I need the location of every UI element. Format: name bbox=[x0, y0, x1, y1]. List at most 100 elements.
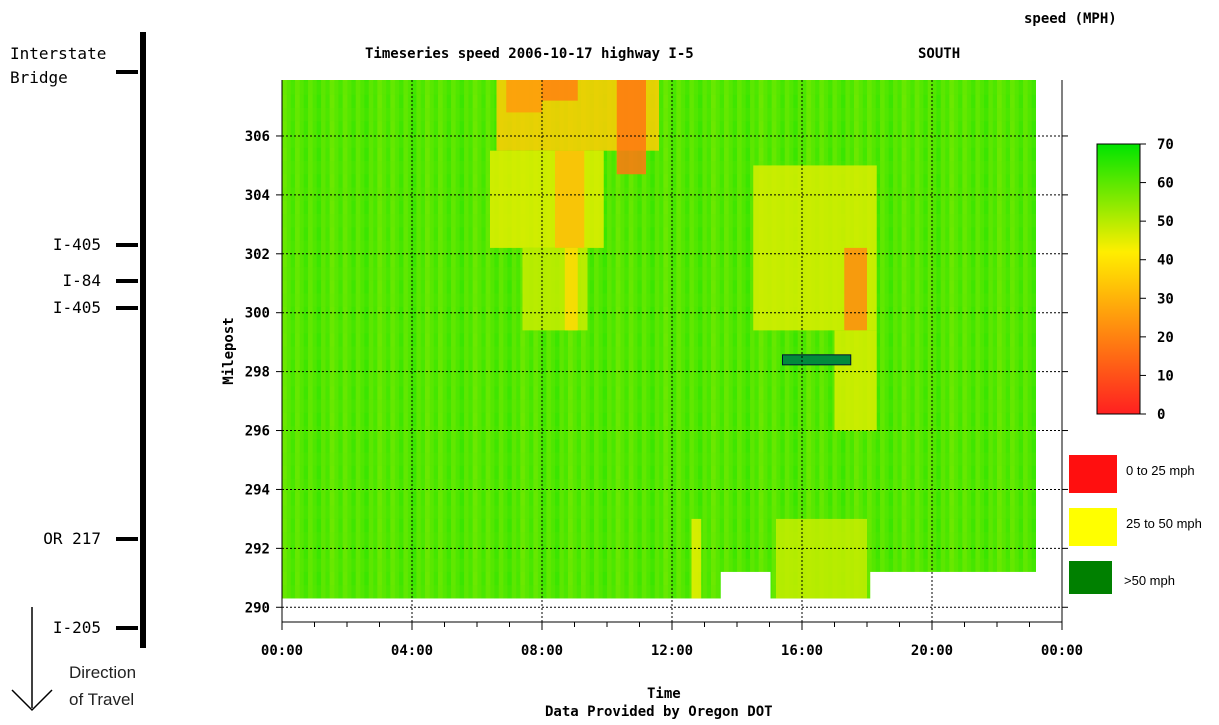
highway-marker-label: Bridge bbox=[10, 68, 68, 87]
heatmap-stripe bbox=[949, 80, 955, 599]
heatmap-stripe bbox=[1014, 80, 1020, 599]
heatmap-stripe bbox=[581, 80, 586, 599]
highway-marker-label: I-84 bbox=[62, 271, 101, 290]
heatmap-stripe bbox=[667, 80, 673, 599]
heatmap-stripe bbox=[641, 80, 647, 599]
heatmap-stripe bbox=[819, 80, 825, 599]
heatmap-stripe bbox=[615, 80, 621, 599]
colorbar-title: speed (MPH) bbox=[1024, 11, 1117, 27]
heatmap-stripe bbox=[485, 80, 491, 599]
heatmap-stripe bbox=[663, 80, 669, 599]
y-tick-label: 296 bbox=[245, 424, 270, 440]
heatmap-stripe bbox=[533, 80, 539, 599]
heatmap-stripe bbox=[364, 80, 370, 599]
heatmap-stripe bbox=[971, 80, 976, 599]
legend-label: >50 mph bbox=[1124, 573, 1175, 588]
heatmap-stripe bbox=[1010, 80, 1015, 599]
heatmap-stripe bbox=[511, 80, 517, 599]
heatmap-stripe bbox=[416, 80, 422, 599]
heatmap-stripe bbox=[893, 80, 898, 599]
slow-zone bbox=[776, 518, 867, 599]
legend-swatch bbox=[1069, 455, 1117, 493]
heatmap-stripe bbox=[654, 80, 660, 599]
heatmap-stripe bbox=[373, 80, 378, 599]
heatmap-stripe bbox=[507, 80, 513, 599]
heatmap-stripe bbox=[347, 80, 352, 599]
heatmap-stripe bbox=[979, 80, 985, 599]
heatmap-stripe bbox=[737, 80, 742, 599]
heatmap-stripe bbox=[446, 80, 452, 599]
heatmap-stripe bbox=[520, 80, 526, 599]
heatmap-stripe bbox=[923, 80, 929, 599]
y-tick-label: 292 bbox=[245, 541, 270, 557]
heatmap-stripe bbox=[741, 80, 747, 599]
x-tick-label: 00:00 bbox=[261, 643, 303, 659]
slow-zone bbox=[844, 247, 867, 331]
heatmap-stripe bbox=[598, 80, 604, 599]
heatmap-stripe bbox=[724, 80, 729, 599]
no-data-region bbox=[870, 571, 1063, 622]
heatmap-stripe bbox=[329, 80, 335, 599]
heatmap-stripe bbox=[637, 80, 643, 599]
slow-zone bbox=[564, 247, 578, 331]
heatmap-stripe bbox=[646, 80, 651, 599]
chart-title: Timeseries speed 2006-10-17 highway I-5 bbox=[365, 46, 694, 62]
heatmap-stripe bbox=[498, 80, 504, 599]
heatmap-stripe bbox=[355, 80, 361, 599]
heatmap-stripe bbox=[906, 80, 911, 599]
heatmap-stripe bbox=[503, 80, 508, 599]
heatmap-stripe bbox=[633, 80, 638, 599]
heatmap-stripe bbox=[702, 80, 708, 599]
heatmap-stripe bbox=[420, 80, 426, 599]
heatmap-stripe bbox=[368, 80, 374, 599]
heatmap-stripe bbox=[381, 80, 387, 599]
heatmap-stripe bbox=[750, 80, 755, 599]
heatmap-stripe bbox=[936, 80, 942, 599]
heatmap-stripe bbox=[425, 80, 430, 599]
heatmap-stripe bbox=[321, 80, 326, 599]
heatmap-stripe bbox=[464, 80, 469, 599]
heatmap-stripe bbox=[988, 80, 994, 599]
heatmap-stripe bbox=[828, 80, 833, 599]
heatmap-stripe bbox=[537, 80, 543, 599]
heatmap-stripe bbox=[806, 80, 812, 599]
heatmap-stripe bbox=[290, 80, 296, 599]
heatmap-stripe bbox=[585, 80, 591, 599]
heatmap-stripe bbox=[888, 80, 894, 599]
highway-marker-label: I-205 bbox=[53, 618, 101, 637]
heatmap-stripe bbox=[693, 80, 699, 599]
heatmap-stripe bbox=[771, 80, 777, 599]
heatmap-stripe bbox=[529, 80, 534, 599]
y-tick-label: 294 bbox=[245, 482, 270, 498]
slow-zone bbox=[691, 518, 702, 599]
heatmap-stripe bbox=[689, 80, 695, 599]
heatmap-stripe bbox=[490, 80, 495, 599]
heatmap-stripe bbox=[342, 80, 348, 599]
heatmap-stripe bbox=[958, 80, 963, 599]
direction-label: SOUTH bbox=[918, 46, 961, 62]
heatmap-stripe bbox=[711, 80, 716, 599]
heatmap-stripe bbox=[776, 80, 781, 599]
heatmap-stripe bbox=[784, 80, 790, 599]
heatmap-stripe bbox=[325, 80, 331, 599]
highway-marker-label: I-405 bbox=[53, 235, 101, 254]
heatmap-stripe bbox=[438, 80, 443, 599]
heatmap-stripe bbox=[932, 80, 937, 599]
slow-zone bbox=[542, 80, 578, 101]
heatmap-stripe bbox=[966, 80, 972, 599]
heatmap-stripe bbox=[719, 80, 725, 599]
heatmap-stripe bbox=[377, 80, 383, 599]
heatmap-stripe bbox=[698, 80, 703, 599]
heatmap-stripe bbox=[295, 80, 300, 599]
slow-zone bbox=[834, 330, 877, 431]
heatmap-stripe bbox=[308, 80, 313, 599]
heatmap-stripe bbox=[680, 80, 686, 599]
x-tick-label: 04:00 bbox=[391, 643, 433, 659]
heatmap-stripe bbox=[282, 80, 287, 599]
colorbar-tick-label: 40 bbox=[1157, 253, 1174, 269]
heatmap-stripe bbox=[672, 80, 677, 599]
heatmap-stripe bbox=[732, 80, 738, 599]
heatmap-stripe bbox=[459, 80, 465, 599]
y-tick-label: 298 bbox=[245, 365, 270, 381]
heatmap-stripe bbox=[481, 80, 487, 599]
